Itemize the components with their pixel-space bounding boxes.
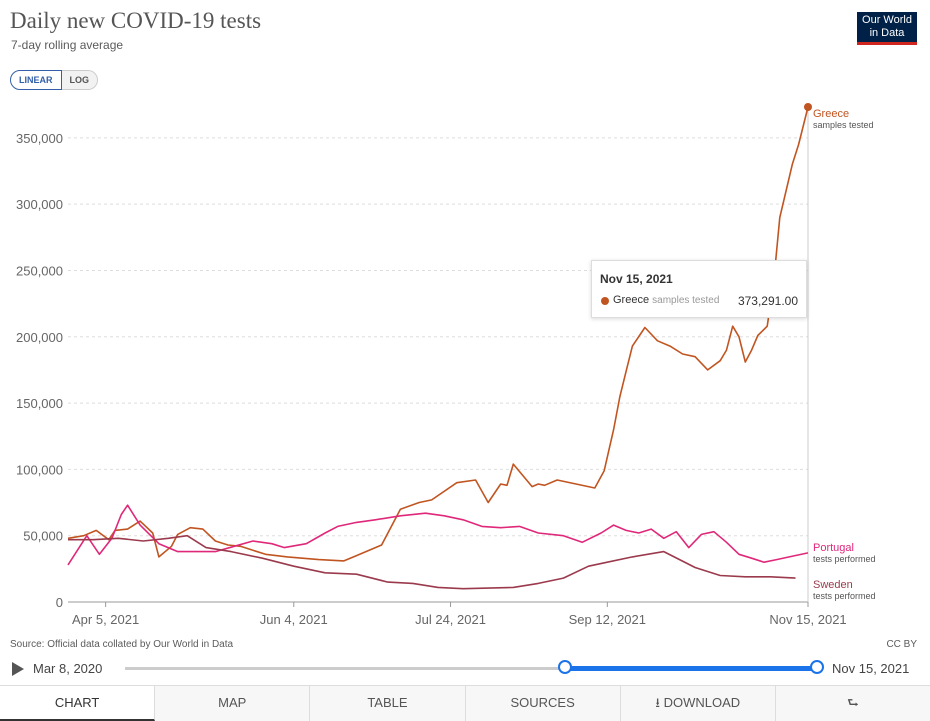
timeline: Mar 8, 2020 Nov 15, 2021 (0, 656, 930, 682)
tab-chart[interactable]: CHART (0, 686, 156, 721)
play-icon[interactable] (12, 662, 24, 676)
y-tick-label: 150,000 (16, 396, 63, 411)
timeline-start-handle[interactable] (558, 660, 572, 674)
logo-line-1: Our World (862, 14, 912, 26)
tooltip-series-name: Greece (613, 294, 650, 306)
log-scale-button[interactable]: LOG (61, 70, 98, 90)
y-tick-label: 200,000 (16, 330, 63, 345)
scale-toggle: LINEAR LOG (10, 70, 98, 90)
x-tick-label: Nov 15, 2021 (769, 612, 846, 627)
x-tick-label: Apr 5, 2021 (72, 612, 139, 627)
series-label-portugal: Portugal (813, 542, 854, 554)
series-label-sweden: Sweden (813, 579, 853, 591)
owid-logo[interactable]: Our World in Data (857, 12, 917, 45)
series-sublabel-sweden: tests performed (813, 591, 876, 601)
download-icon: ⭳ (655, 695, 664, 710)
tab-download[interactable]: ⭳ DOWNLOAD (620, 686, 776, 721)
x-tick-label: Jun 4, 2021 (260, 612, 328, 627)
tooltip-value: 373,291.00 (737, 294, 798, 308)
tooltip-metric: samples tested (652, 295, 720, 306)
tab-table[interactable]: TABLE (310, 686, 466, 721)
y-tick-label: 100,000 (16, 462, 63, 477)
series-line-portugal (67, 504, 809, 566)
tab-download-label: DOWNLOAD (663, 695, 741, 710)
tooltip-series-dot (601, 297, 609, 305)
y-tick-label: 250,000 (16, 263, 63, 278)
tab-share[interactable]: ⮑ (775, 686, 930, 721)
tooltip-date: Nov 15, 2021 (600, 272, 673, 286)
series-label-greece: Greece (813, 108, 849, 120)
y-tick-label: 300,000 (16, 197, 63, 212)
chart-subtitle: 7-day rolling average (11, 38, 124, 52)
series-line-sweden (68, 534, 796, 590)
timeline-track[interactable] (125, 667, 817, 670)
timeline-selected-range[interactable] (565, 666, 817, 671)
x-tick-label: Jul 24, 2021 (415, 612, 486, 627)
y-tick-label: 0 (56, 595, 63, 610)
tab-bar: CHART MAP TABLE SOURCES ⭳ DOWNLOAD ⮑ (0, 685, 930, 721)
linear-scale-button[interactable]: LINEAR (10, 70, 62, 90)
series-end-point (804, 103, 812, 111)
y-tick-label: 50,000 (23, 529, 63, 544)
tab-sources[interactable]: SOURCES (465, 686, 621, 721)
share-icon: ⮑ (847, 695, 859, 710)
tooltip-series: Greece samples tested (613, 294, 719, 306)
series-sublabel-greece: samples tested (813, 120, 874, 130)
line-chart[interactable]: 0 50,000 100,000 150,000 200,000 250,000 300,0… (0, 90, 930, 630)
series-sublabel-portugal: tests performed (813, 554, 876, 564)
data-tooltip: Nov 15, 2021 Greece samples tested 373,2… (591, 260, 807, 318)
tab-map[interactable]: MAP (155, 686, 311, 721)
x-tick-label: Sep 12, 2021 (569, 612, 646, 627)
license-label[interactable]: CC BY (886, 639, 917, 650)
timeline-start-label: Mar 8, 2020 (33, 661, 103, 676)
source-note[interactable]: Source: Official data collated by Our Wo… (10, 639, 234, 650)
logo-line-2: in Data (869, 27, 905, 39)
series-line-greece (67, 106, 809, 562)
chart-title: Daily new COVID-19 tests (10, 8, 262, 33)
y-tick-label: 350,000 (16, 131, 63, 146)
timeline-end-handle[interactable] (810, 660, 824, 674)
timeline-end-label: Nov 15, 2021 (832, 661, 910, 676)
